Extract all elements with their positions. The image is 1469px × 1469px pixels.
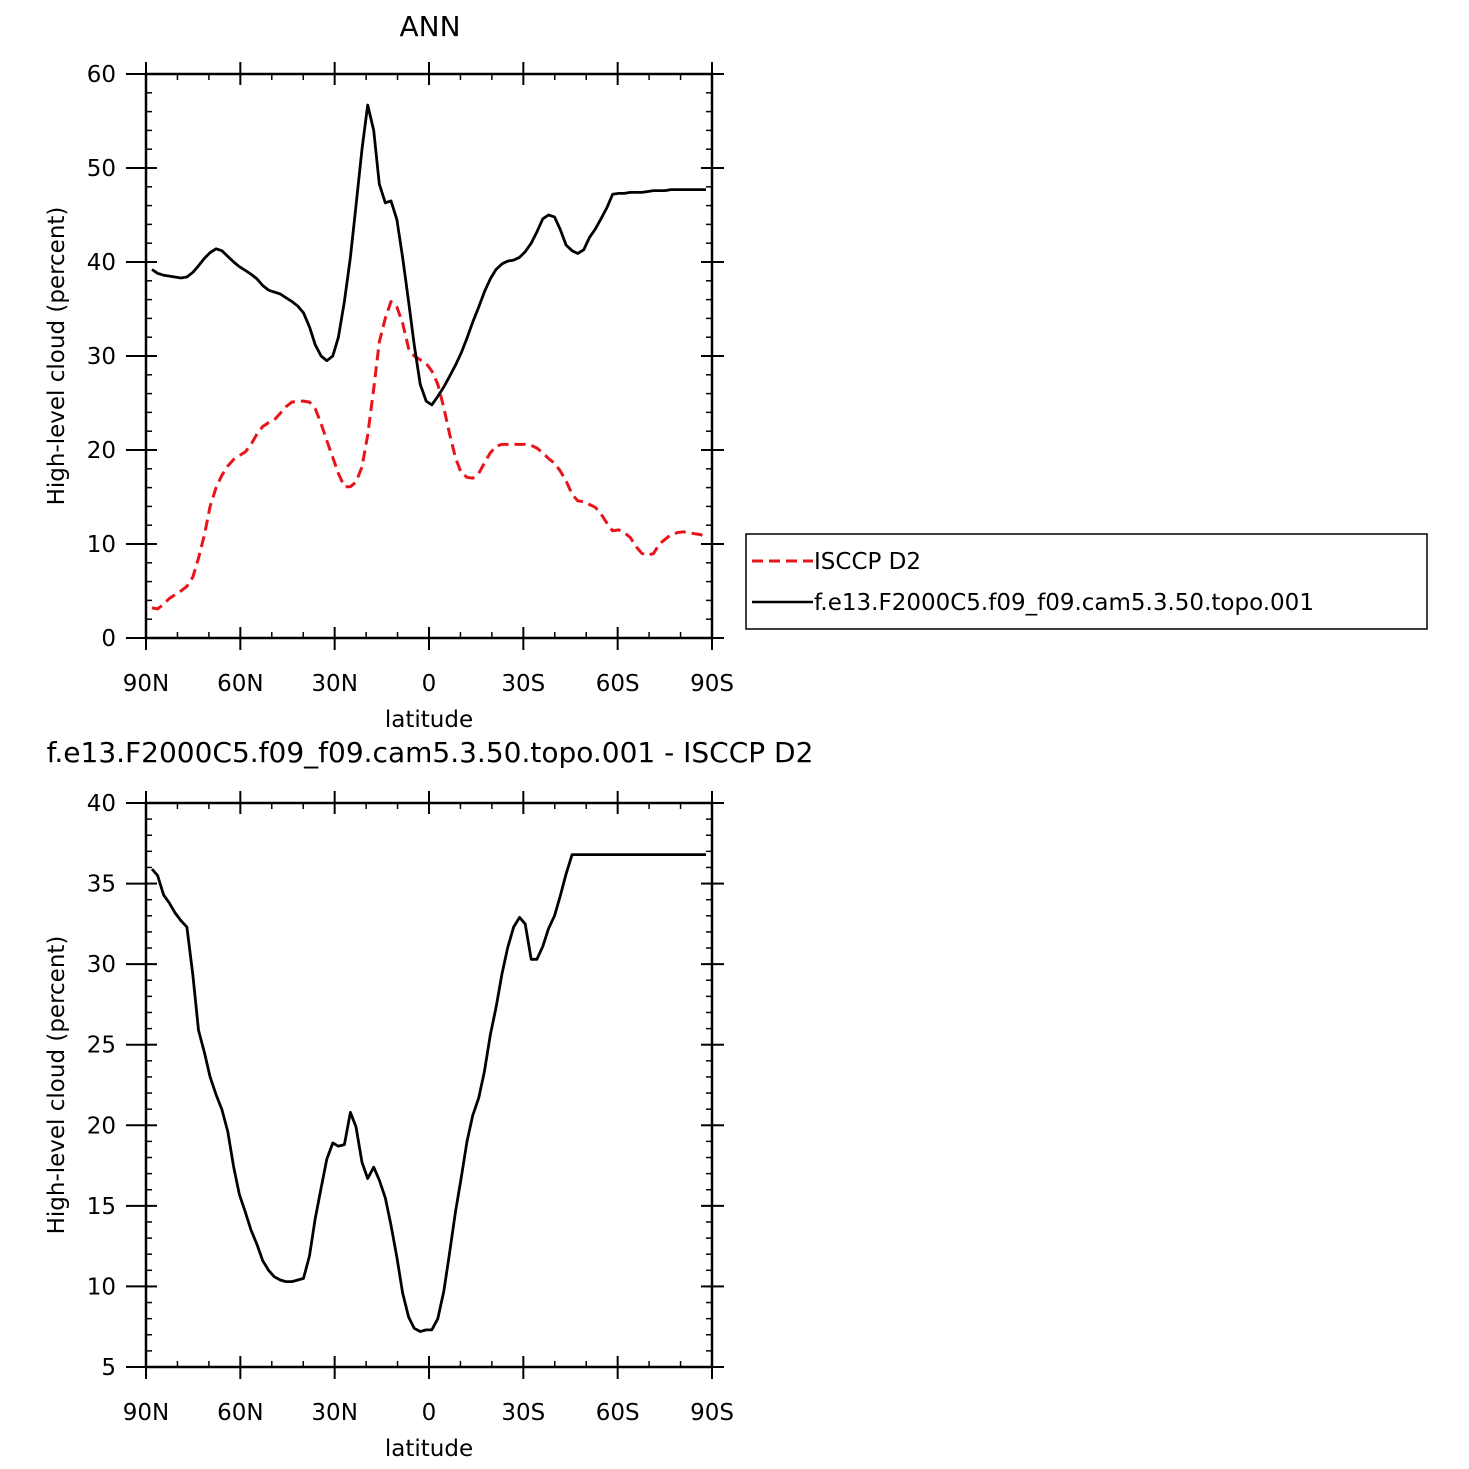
x-tick-label: 60S bbox=[596, 1400, 640, 1426]
y-tick-label: 10 bbox=[87, 1274, 116, 1300]
top-plot-frame bbox=[144, 72, 714, 640]
model-series-line-panel-0 bbox=[151, 103, 706, 407]
legend-entry-isccp: ISCCP D2 bbox=[814, 549, 921, 575]
y-tick-label: 20 bbox=[87, 1113, 116, 1139]
y-tick-label: 40 bbox=[87, 250, 116, 276]
y-tick-label: 60 bbox=[87, 62, 116, 88]
x-tick-label: 60S bbox=[596, 671, 640, 697]
x-tick-label: 0 bbox=[422, 671, 437, 697]
top-chart-title: ANN bbox=[399, 10, 460, 43]
top-series-group bbox=[151, 103, 707, 611]
bottom-chart-title: f.e13.F2000C5.f09_f09.cam5.3.50.topo.001… bbox=[47, 736, 814, 769]
x-tick-label: 30S bbox=[501, 671, 545, 697]
x-tick-label: 30N bbox=[311, 1400, 357, 1426]
y-tick-label: 10 bbox=[87, 532, 116, 558]
bottom-plot-frame bbox=[144, 801, 714, 1369]
top-x-axis-label: latitude bbox=[385, 707, 473, 733]
x-tick-label: 30N bbox=[311, 671, 357, 697]
y-tick-label: 20 bbox=[87, 438, 116, 464]
y-tick-label: 30 bbox=[87, 952, 116, 978]
x-tick-label: 90N bbox=[123, 671, 169, 697]
x-tick-label: 30S bbox=[501, 1400, 545, 1426]
x-tick-label: 60N bbox=[217, 1400, 263, 1426]
legend: ISCCP D2 f.e13.F2000C5.f09_f09.cam5.3.50… bbox=[745, 533, 1428, 630]
bottom-axes-group: 90N 60N 30N 0 30S 60S 90S 5 10 15 20 25 30 35 40 bbox=[87, 791, 734, 1426]
x-tick-label: 0 bbox=[422, 1400, 437, 1426]
y-tick-label: 50 bbox=[87, 156, 116, 182]
y-tick-label: 15 bbox=[87, 1194, 116, 1220]
y-tick-label: 0 bbox=[101, 626, 116, 652]
top-panel: ANN 90N 60N 30N 0 30S 60S 90S 0 10 20 30 40 50 60 lat… bbox=[44, 10, 1428, 733]
bottom-x-axis-label: latitude bbox=[385, 1436, 473, 1462]
x-tick-label: 90S bbox=[690, 671, 734, 697]
x-tick-label: 90N bbox=[123, 1400, 169, 1426]
top-axes-group: 90N 60N 30N 0 30S 60S 90S 0 10 20 30 40 50 60 bbox=[87, 62, 734, 697]
legend-entry-model: f.e13.F2000C5.f09_f09.cam5.3.50.topo.001 bbox=[814, 590, 1314, 616]
bottom-panel: f.e13.F2000C5.f09_f09.cam5.3.50.topo.001… bbox=[44, 736, 813, 1462]
y-tick-label: 35 bbox=[87, 872, 116, 898]
model-series-line-panel-1 bbox=[150, 853, 706, 1333]
y-tick-label: 30 bbox=[87, 344, 116, 370]
y-tick-label: 5 bbox=[101, 1355, 116, 1381]
x-tick-label: 60N bbox=[217, 671, 263, 697]
top-y-axis-label: High-level cloud (percent) bbox=[44, 207, 70, 506]
y-tick-label: 25 bbox=[87, 1033, 116, 1059]
x-tick-label: 90S bbox=[690, 1400, 734, 1426]
bottom-series-group bbox=[150, 853, 706, 1333]
legend-box bbox=[745, 533, 1428, 630]
isccp-d2-series-line-panel-0 bbox=[151, 300, 707, 611]
y-tick-label: 40 bbox=[87, 791, 116, 817]
bottom-y-axis-label: High-level cloud (percent) bbox=[44, 936, 70, 1235]
